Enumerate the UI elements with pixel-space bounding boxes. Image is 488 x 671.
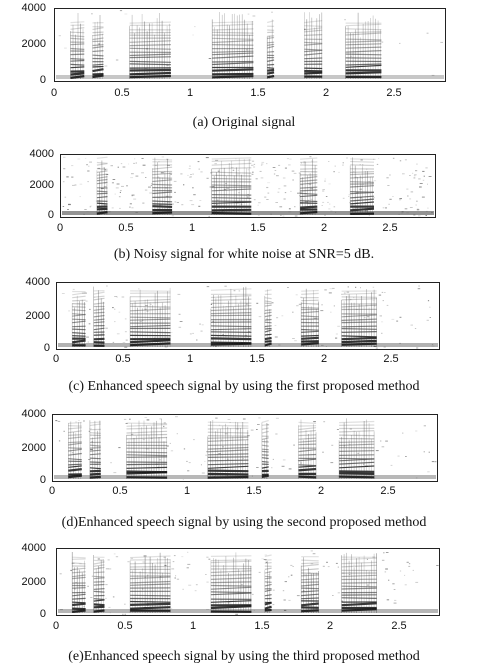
x-tick-1.5: 1.5 <box>246 485 262 497</box>
x-tick-2: 2 <box>320 353 328 365</box>
y-tick-0: 0 <box>39 474 46 486</box>
x-tick-2: 2 <box>317 485 325 497</box>
x-tick-2: 2 <box>322 87 330 99</box>
y-tick-4000: 4000 <box>21 408 46 420</box>
caption-d: (d)Enhanced speech signal by using the s… <box>61 515 427 530</box>
y-tick-0: 0 <box>39 74 46 86</box>
x-tick-2: 2 <box>320 222 328 234</box>
y-tick-2000: 2000 <box>21 442 46 454</box>
caption-c: (c) Enhanced speech signal by using the … <box>68 379 420 394</box>
y-tick-0: 0 <box>39 608 46 620</box>
x-tick-2.5: 2.5 <box>383 353 399 365</box>
x-tick-2: 2 <box>326 620 334 632</box>
x-tick-0.5: 0.5 <box>115 353 131 365</box>
spectrogram-d <box>52 414 438 482</box>
x-tick-1: 1 <box>183 485 191 497</box>
spectrogram-e <box>56 548 440 616</box>
y-tick-2000: 2000 <box>21 38 46 50</box>
y-tick-2000: 2000 <box>29 179 54 191</box>
x-tick-2.5: 2.5 <box>386 87 402 99</box>
caption-a: (a) Original signal <box>192 115 296 130</box>
y-tick-4000: 4000 <box>21 542 46 554</box>
caption-b: (b) Noisy signal for white noise at SNR=… <box>113 247 375 262</box>
x-tick-2.5: 2.5 <box>380 485 396 497</box>
x-tick-2.5: 2.5 <box>391 620 407 632</box>
y-tick-4000: 4000 <box>29 148 54 160</box>
x-tick-1: 1 <box>189 620 197 632</box>
x-tick-0: 0 <box>50 87 58 99</box>
y-tick-0: 0 <box>43 342 50 354</box>
x-tick-1: 1 <box>188 222 196 234</box>
y-tick-0: 0 <box>47 209 54 221</box>
x-tick-1: 1 <box>186 353 194 365</box>
x-tick-0.5: 0.5 <box>112 485 128 497</box>
x-tick-1.5: 1.5 <box>254 620 270 632</box>
y-tick-4000: 4000 <box>21 2 46 14</box>
x-tick-1: 1 <box>186 87 194 99</box>
y-tick-2000: 2000 <box>25 310 50 322</box>
x-tick-0.5: 0.5 <box>114 87 130 99</box>
x-tick-0: 0 <box>48 485 56 497</box>
x-tick-1.5: 1.5 <box>250 222 266 234</box>
x-tick-0.5: 0.5 <box>117 620 133 632</box>
x-tick-0: 0 <box>52 620 60 632</box>
x-tick-0.5: 0.5 <box>118 222 134 234</box>
x-tick-0: 0 <box>56 222 64 234</box>
x-tick-1.5: 1.5 <box>250 87 266 99</box>
caption-e: (e)Enhanced speech signal by using the t… <box>68 649 420 664</box>
spectrogram-a <box>54 8 446 82</box>
spectrogram-c <box>56 282 440 350</box>
x-tick-0: 0 <box>52 353 60 365</box>
x-tick-2.5: 2.5 <box>382 222 398 234</box>
y-tick-4000: 4000 <box>25 276 50 288</box>
x-tick-1.5: 1.5 <box>249 353 265 365</box>
spectrogram-b <box>60 154 436 218</box>
y-tick-2000: 2000 <box>21 576 46 588</box>
